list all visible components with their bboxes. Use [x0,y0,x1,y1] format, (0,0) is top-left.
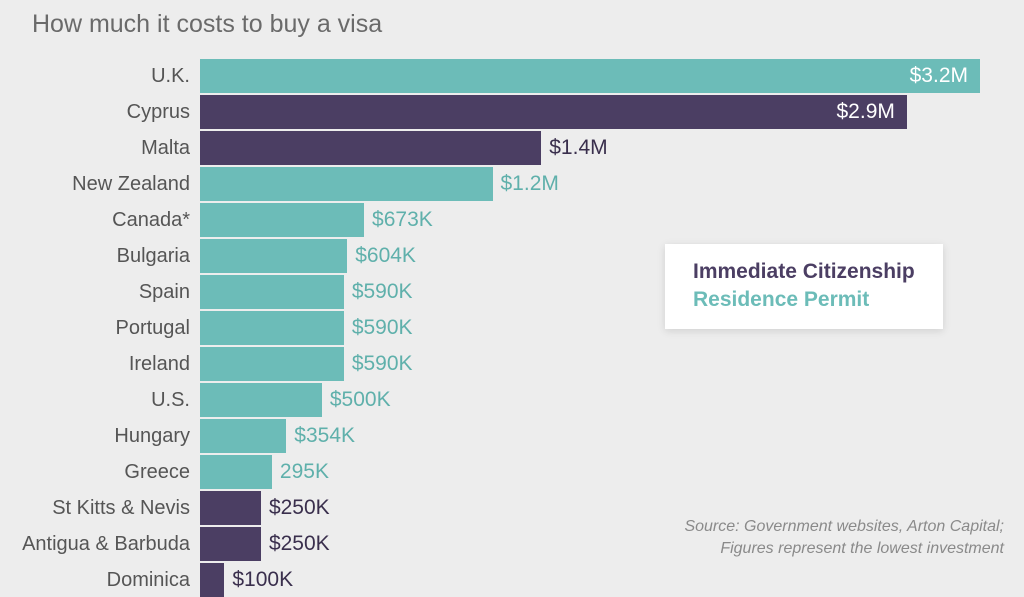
category-label: St Kitts & Nevis [0,497,200,520]
source-note: Source: Government websites, Arton Capit… [684,516,1004,559]
category-label: Portugal [0,317,200,340]
category-label: Hungary [0,425,200,448]
value-label: $1.2M [501,172,559,196]
bar-row: Malta $1.4M [0,131,1024,165]
category-label: Dominica [0,569,200,592]
bar-row: Canada* $673K [0,203,1024,237]
bar [200,527,261,561]
value-label: $590K [352,316,413,340]
value-label: $250K [269,496,330,520]
bar: $3.2M [200,59,980,93]
chart-title: How much it costs to buy a visa [32,10,1024,39]
category-label: Spain [0,281,200,304]
value-label: $500K [330,388,391,412]
category-label: Malta [0,137,200,160]
source-line: Figures represent the lowest investment [684,538,1004,560]
bar-row: Greece 295K [0,455,1024,489]
visa-cost-chart: How much it costs to buy a visa U.K. $3.2… [0,0,1024,576]
source-line: Source: Government websites, Arton Capit… [684,516,1004,538]
bar-row: New Zealand $1.2M [0,167,1024,201]
bar-row: U.S. $500K [0,383,1024,417]
value-label: $250K [269,532,330,556]
bar [200,131,541,165]
legend-item: Residence Permit [693,286,915,314]
bar [200,419,286,453]
category-label: U.K. [0,65,200,88]
bar [200,311,344,345]
bar [200,563,224,597]
value-label: $590K [352,352,413,376]
category-label: Bulgaria [0,245,200,268]
bar [200,275,344,309]
bar [200,383,322,417]
value-label: $673K [372,208,433,232]
bar-row: Cyprus $2.9M [0,95,1024,129]
bar [200,347,344,381]
category-label: Ireland [0,353,200,376]
legend: Immediate CitizenshipResidence Permit [665,244,943,329]
value-label: $604K [355,244,416,268]
value-label: $3.2M [910,64,968,88]
bar-row: Ireland $590K [0,347,1024,381]
category-label: Cyprus [0,101,200,124]
value-label: 295K [280,460,329,484]
category-label: Canada* [0,209,200,232]
bar-row: U.K. $3.2M [0,59,1024,93]
category-label: New Zealand [0,173,200,196]
value-label: $354K [294,424,355,448]
value-label: $2.9M [837,100,895,124]
category-label: Greece [0,461,200,484]
bar-row: Hungary $354K [0,419,1024,453]
bar [200,167,493,201]
bar-row: Dominica $100K [0,563,1024,597]
value-label: $100K [232,568,293,592]
category-label: Antigua & Barbuda [0,533,200,556]
bar [200,491,261,525]
value-label: $590K [352,280,413,304]
bar [200,203,364,237]
legend-item: Immediate Citizenship [693,258,915,286]
bar [200,239,347,273]
category-label: U.S. [0,389,200,412]
bar [200,455,272,489]
value-label: $1.4M [549,136,607,160]
bar: $2.9M [200,95,907,129]
